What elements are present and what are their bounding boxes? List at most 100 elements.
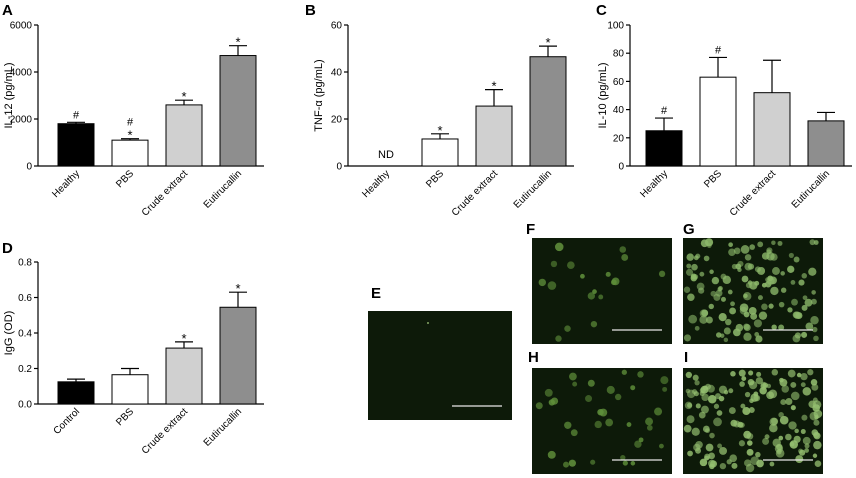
y-axis-label-b: TNF-α (pg/mL) [313, 59, 325, 131]
cell-g [748, 306, 757, 315]
cell-f [550, 260, 558, 268]
cell-i [719, 462, 727, 470]
bar-a [57, 123, 95, 167]
x-tick-label-d: Eutirucallin [202, 406, 244, 448]
annotation-a: * [127, 128, 132, 143]
micrograph-background-f [532, 238, 672, 344]
cell-i [788, 421, 797, 430]
cell-i [800, 382, 806, 388]
bar-d [57, 381, 95, 405]
cell-g [691, 263, 698, 271]
cell-i [695, 403, 701, 409]
cell-h [535, 402, 543, 410]
tnf-alpha-bar-chart: 0 20 40 60 TNF-α (pg/mL) ND Healthy * PBS * Crude … [313, 21, 574, 219]
cell-g [722, 275, 731, 285]
cell-i [780, 399, 787, 406]
annotation-a: # [73, 109, 80, 121]
cell-i [801, 414, 808, 421]
cell-g [745, 282, 752, 289]
cell-g [755, 335, 763, 343]
cell-i [707, 394, 717, 404]
cell-g [741, 275, 749, 283]
cell-h [630, 385, 636, 391]
bar-a [111, 139, 149, 167]
cell-g [813, 240, 819, 245]
cell-g [811, 298, 817, 305]
cell-g [709, 269, 714, 275]
cell-g [694, 325, 700, 331]
cell-i [769, 423, 778, 433]
igg-bar-chart: 0.0 0.2 0.4 0.6 0.8 IgG (OD) Control PBS * Crude … [3, 258, 264, 457]
x-tick-label-c: PBS [702, 168, 724, 190]
cell-i [728, 388, 734, 394]
bar-a [165, 104, 203, 167]
cell-i [790, 405, 796, 411]
cell-g [717, 286, 723, 292]
cell-i [779, 377, 784, 383]
cell-i [709, 432, 715, 439]
panel-label-a: A [2, 2, 13, 19]
cell-i [800, 429, 806, 435]
cell-f [619, 246, 627, 253]
y-tick-label-d: 0.6 [18, 293, 32, 304]
cell-i [746, 448, 754, 456]
cell-g [766, 252, 775, 261]
cell-i [691, 427, 700, 436]
cell-g [813, 335, 819, 342]
y-tick-label-b: 40 [331, 68, 343, 79]
cell-f [611, 277, 620, 286]
cell-i [699, 458, 708, 467]
y-axis-label-a: IL-12 (pg/mL) [3, 62, 15, 128]
cell-g [686, 253, 694, 261]
panel-label-c: C [596, 2, 607, 19]
cell-g [761, 303, 768, 311]
x-tick-label-b: PBS [424, 168, 446, 190]
annotation-b: ND [378, 149, 394, 161]
cell-f [592, 289, 597, 294]
cell-g [787, 307, 793, 313]
y-tick-label-c: 60 [613, 77, 625, 88]
cell-i [740, 403, 746, 409]
cell-f [580, 273, 585, 279]
cell-i [719, 446, 728, 455]
cell-f [621, 254, 629, 261]
cell-h [568, 459, 576, 467]
cell-i [730, 371, 736, 377]
cell-g [716, 332, 722, 338]
cell-g [758, 311, 768, 320]
cell-i [741, 376, 747, 382]
cell-g [687, 293, 695, 302]
cell-h [637, 371, 644, 378]
cell-g [711, 276, 720, 285]
y-tick-label-b: 0 [336, 162, 342, 173]
cell-g [700, 239, 709, 248]
panel-label-f: F [526, 221, 535, 238]
cell-g [766, 276, 775, 285]
cell-g [811, 290, 816, 295]
bar-c [807, 120, 845, 167]
cell-i [687, 402, 693, 408]
x-tick-label-d: PBS [114, 406, 136, 428]
cell-i [753, 394, 761, 402]
cell-i [705, 428, 710, 434]
cell-i [778, 435, 784, 441]
cell-f [587, 292, 596, 300]
y-tick-label-d: 0.2 [18, 364, 32, 375]
cell-i [814, 460, 822, 468]
cell-f [564, 325, 571, 332]
panel-label-g: G [683, 221, 695, 238]
cell-i [812, 453, 818, 458]
cell-g [780, 287, 787, 293]
micrograph-i [683, 368, 823, 474]
cell-i [771, 369, 779, 376]
cell-h [587, 379, 595, 387]
cell-h [572, 381, 578, 387]
y-tick-label-d: 0.0 [18, 400, 32, 411]
cell-i [694, 380, 700, 386]
cell-i [749, 398, 754, 404]
cell-i [779, 415, 789, 425]
cell-i [804, 443, 810, 449]
cell-g [790, 279, 796, 285]
y-tick-label-b: 20 [331, 115, 343, 126]
